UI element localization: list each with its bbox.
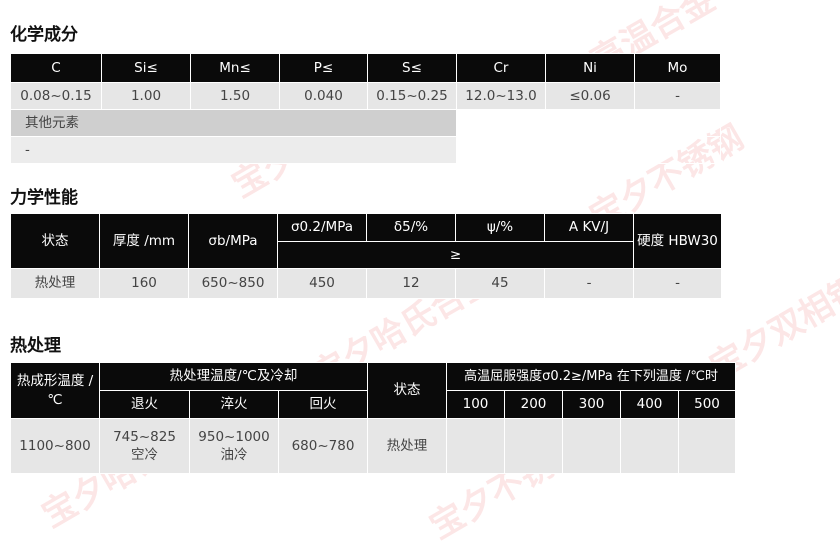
value-temper: 680~780 bbox=[278, 418, 368, 474]
quench-cooling: 油冷 bbox=[220, 447, 248, 463]
anneal-temp: 745~825 bbox=[113, 428, 176, 445]
heat-table: 热成形温度 /℃ 热处理温度/℃及冷却 状态 高温屈服强度σ0.2≥/MPa 在… bbox=[10, 362, 737, 474]
header-high-temp-yield: 高温屈服强度σ0.2≥/MPa 在下列温度 /℃时 bbox=[445, 362, 737, 391]
header-heat-treatment: 热处理温度/℃及冷却 bbox=[99, 362, 368, 391]
header-temp-300: 300 bbox=[562, 390, 621, 419]
header-tensile: σb/MPa bbox=[188, 213, 278, 269]
value-p: 0.040 bbox=[279, 82, 368, 110]
value-hardness: - bbox=[633, 268, 722, 299]
header-impact: A KV/J bbox=[544, 213, 634, 242]
value-state: 热处理 bbox=[367, 418, 447, 474]
value-elongation: 12 bbox=[366, 268, 456, 299]
value-impact: - bbox=[544, 268, 634, 299]
value-temp-500 bbox=[677, 418, 737, 474]
section-title-heat: 热处理 bbox=[10, 336, 61, 356]
header-state: 状态 bbox=[10, 213, 100, 269]
header-mn: Mn≤ bbox=[190, 53, 280, 83]
section-title-chemical: 化学成分 bbox=[10, 25, 78, 45]
header-cr: Cr bbox=[456, 53, 546, 83]
value-mn: 1.50 bbox=[190, 82, 280, 110]
header-thickness: 厚度 /mm bbox=[99, 213, 189, 269]
header-temp-500: 500 bbox=[677, 390, 737, 419]
header-anneal: 退火 bbox=[99, 390, 190, 419]
value-s: 0.15~0.25 bbox=[367, 82, 457, 110]
value-ni: ≤0.06 bbox=[545, 82, 635, 110]
quench-temp: 950~1000 bbox=[198, 428, 270, 445]
other-elements-value: - bbox=[10, 136, 457, 164]
value-anneal: 745~825 空冷 bbox=[99, 418, 190, 474]
mechanical-table: 状态 厚度 /mm σb/MPa σ0.2/MPa δ5/% ψ/% A KV/… bbox=[10, 213, 722, 299]
value-temp-300 bbox=[562, 418, 621, 474]
value-state: 热处理 bbox=[10, 268, 100, 299]
value-quench: 950~1000 油冷 bbox=[189, 418, 279, 474]
value-reduction: 45 bbox=[455, 268, 545, 299]
header-quench: 淬火 bbox=[189, 390, 279, 419]
chemical-table: C Si≤ Mn≤ P≤ S≤ Cr Ni Mo 0.08~0.15 1.00 … bbox=[10, 53, 721, 164]
header-ni: Ni bbox=[545, 53, 635, 83]
value-thickness: 160 bbox=[99, 268, 189, 299]
value-cr: 12.0~13.0 bbox=[456, 82, 546, 110]
header-ge: ≥ bbox=[277, 241, 634, 269]
header-mo: Mo bbox=[634, 53, 721, 83]
value-temp-400 bbox=[620, 418, 679, 474]
value-mo: - bbox=[634, 82, 721, 110]
header-temp-400: 400 bbox=[620, 390, 679, 419]
value-temp-100 bbox=[446, 418, 505, 474]
header-hardness: 硬度 HBW30 bbox=[633, 213, 722, 269]
value-tensile: 650~850 bbox=[188, 268, 278, 299]
other-elements-label: 其他元素 bbox=[10, 109, 457, 137]
header-s: S≤ bbox=[367, 53, 457, 83]
header-si: Si≤ bbox=[101, 53, 191, 83]
header-reduction: ψ/% bbox=[455, 213, 545, 242]
header-temp-100: 100 bbox=[446, 390, 505, 419]
header-yield: σ0.2/MPa bbox=[277, 213, 367, 242]
section-title-mechanical: 力学性能 bbox=[10, 188, 78, 208]
value-si: 1.00 bbox=[101, 82, 191, 110]
value-yield: 450 bbox=[277, 268, 367, 299]
header-c: C bbox=[10, 53, 102, 83]
header-state: 状态 bbox=[367, 362, 447, 419]
value-temp-200 bbox=[504, 418, 563, 474]
header-elongation: δ5/% bbox=[366, 213, 456, 242]
value-forming-temp: 1100~800 bbox=[10, 418, 100, 474]
header-forming-temp: 热成形温度 /℃ bbox=[10, 362, 100, 419]
header-p: P≤ bbox=[279, 53, 368, 83]
header-temper: 回火 bbox=[278, 390, 368, 419]
header-temp-200: 200 bbox=[504, 390, 563, 419]
anneal-cooling: 空冷 bbox=[131, 447, 158, 463]
value-c: 0.08~0.15 bbox=[10, 82, 102, 110]
